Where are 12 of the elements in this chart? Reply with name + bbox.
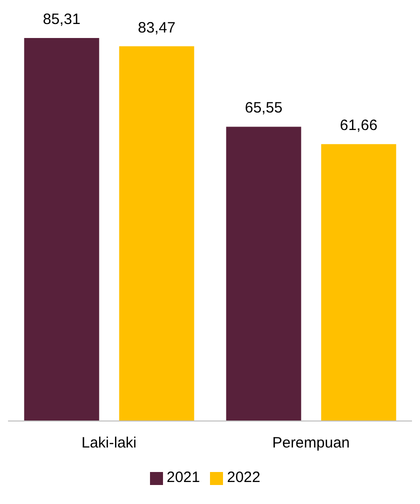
legend-label: 2021 — [166, 469, 200, 486]
data-label: 85,31 — [42, 11, 80, 28]
x-tick-label: Perempuan — [272, 434, 350, 452]
legend-label: 2022 — [227, 469, 260, 486]
x-tick-label: Laki-laki — [81, 434, 137, 452]
data-label: 83,47 — [138, 19, 176, 36]
bar — [119, 46, 194, 421]
bar — [226, 126, 302, 421]
bar — [321, 144, 396, 421]
data-label: 61,66 — [340, 117, 378, 134]
data-label: 65,55 — [244, 100, 282, 117]
bar — [24, 38, 100, 421]
